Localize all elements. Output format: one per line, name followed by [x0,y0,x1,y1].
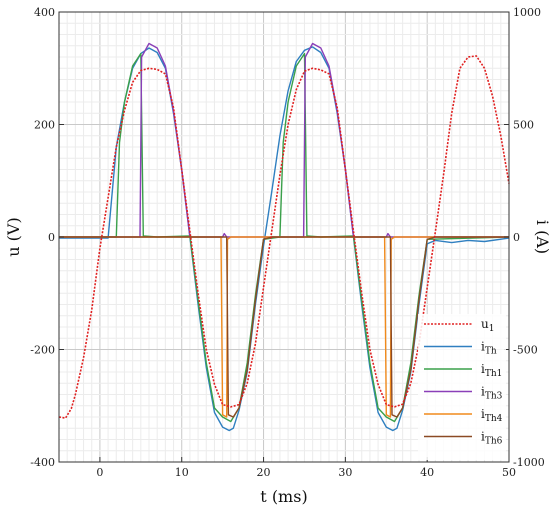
legend: u1 iTh iTh1 iTh3 iTh4 iTh6 [418,314,506,460]
y-tick-label-right: 0 [513,231,520,244]
x-tick-label: 10 [175,466,189,479]
legend-label-u1: u1 [481,317,494,334]
series-line-u1 [58,55,510,419]
legend-label-iTh1: iTh1 [481,362,502,379]
x-tick-label: 50 [502,466,516,479]
y-tick-label-right: -1000 [513,456,545,469]
y-axis-label-right: i (A) [533,220,550,254]
legend-label-iTh4: iTh4 [481,407,503,424]
y-tick-label-left: 400 [34,6,55,19]
series-layer [58,42,510,432]
legend-label-iTh: iTh [481,340,497,357]
series-line-iTh6 [59,236,509,418]
legend-label-iTh3: iTh3 [481,385,503,402]
x-tick-label: 40 [420,466,434,479]
y-tick-label-right: 500 [513,119,534,132]
legend-label-iTh6: iTh6 [481,430,503,447]
y-tick-label-right: 1000 [513,6,541,19]
series-line-iTh1 [59,52,510,423]
legend-background [418,314,506,460]
y-tick-label-left: 200 [34,119,55,132]
y-tick-label-left: 0 [48,231,55,244]
x-tick-label: 20 [257,466,271,479]
y-tick-label-right: -500 [513,344,538,357]
x-tick-label: 0 [96,466,103,479]
y-axis-label-left: u (V) [4,217,23,256]
y-tick-label-left: -200 [30,344,55,357]
ticks: 0 10 20 30 40 50 400 200 0 -200 -400 1000 500 0 -500 -1… [30,6,544,479]
x-axis-label: t (ms) [260,487,307,506]
x-tick-label: 30 [338,466,352,479]
y-tick-label-left: -400 [30,456,55,469]
